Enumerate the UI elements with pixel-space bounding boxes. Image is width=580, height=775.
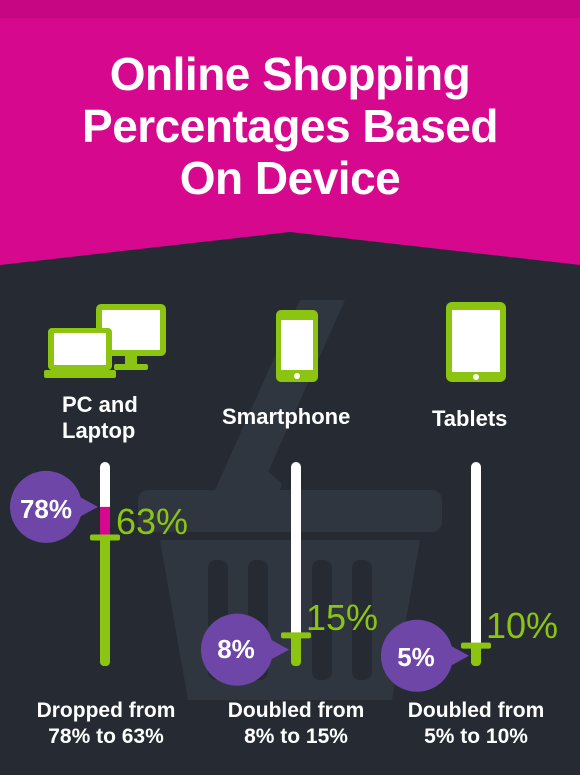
- device-label-tablets: Tablets: [432, 406, 508, 431]
- smartphone-icon: [276, 310, 318, 382]
- caption-pc-line1: Dropped from: [36, 699, 176, 722]
- computer-laptop-icon: [44, 304, 166, 378]
- caption-pc-line2: 78% to 63%: [48, 725, 164, 748]
- caption-tablets: Doubled from 5% to 10%: [376, 698, 576, 750]
- bubble-tablets: [381, 619, 453, 692]
- caption-pc: Dropped from 78% to 63%: [6, 698, 206, 750]
- new-value-smartphone: 15%: [306, 597, 379, 638]
- new-value-tablets: 10%: [486, 605, 559, 646]
- device-label-pc-line2: Laptop: [62, 418, 136, 443]
- gauge-marker-smartphone: [281, 632, 311, 639]
- caption-smartphone-line2: 8% to 15%: [244, 725, 348, 748]
- new-value-pc: 63%: [116, 501, 189, 542]
- gauge-marker-pc: [90, 534, 120, 541]
- caption-tablets-line2: 5% to 10%: [424, 725, 528, 748]
- gauge-tube-tablets: [471, 462, 481, 666]
- bubble-smartphone: [201, 613, 273, 686]
- bubble-pointer-smartphone: [267, 637, 289, 662]
- device-label-smartphone: Smartphone: [222, 404, 351, 429]
- title-line-1: Online Shopping: [109, 48, 471, 100]
- device-label-pc-line1: PC and: [62, 392, 138, 417]
- gauge-marker-tablets: [461, 642, 491, 649]
- gauge-decline-pc: [100, 506, 110, 538]
- caption-smartphone: Doubled from 8% to 15%: [196, 698, 396, 750]
- device-label-pc: PC and Laptop: [62, 392, 138, 444]
- old-value-smartphone: 8%: [217, 634, 255, 664]
- bubble-pointer-tablets: [447, 643, 469, 668]
- tablet-icon: [446, 302, 506, 382]
- old-value-tablets: 5%: [397, 642, 435, 672]
- bubble-pc: [10, 470, 82, 543]
- bubble-pointer-pc: [76, 494, 98, 519]
- title-line-2: Percentages Based: [82, 100, 498, 152]
- header-background: [0, 0, 580, 265]
- gauge-tube-smartphone: [291, 462, 301, 666]
- caption-smartphone-line1: Doubled from: [227, 699, 365, 722]
- gauge-fill-pc: [100, 537, 110, 666]
- gauge-fill-tablets: [471, 645, 481, 666]
- old-value-pc: 78%: [19, 494, 73, 524]
- header-banner: Online Shopping Percentages Based On Dev…: [0, 0, 580, 300]
- gauge-fill-smartphone: [291, 635, 301, 666]
- title-line-3: On Device: [179, 152, 401, 204]
- caption-tablets-line1: Doubled from: [407, 699, 545, 722]
- page-title: Online Shopping Percentages Based On Dev…: [0, 48, 580, 204]
